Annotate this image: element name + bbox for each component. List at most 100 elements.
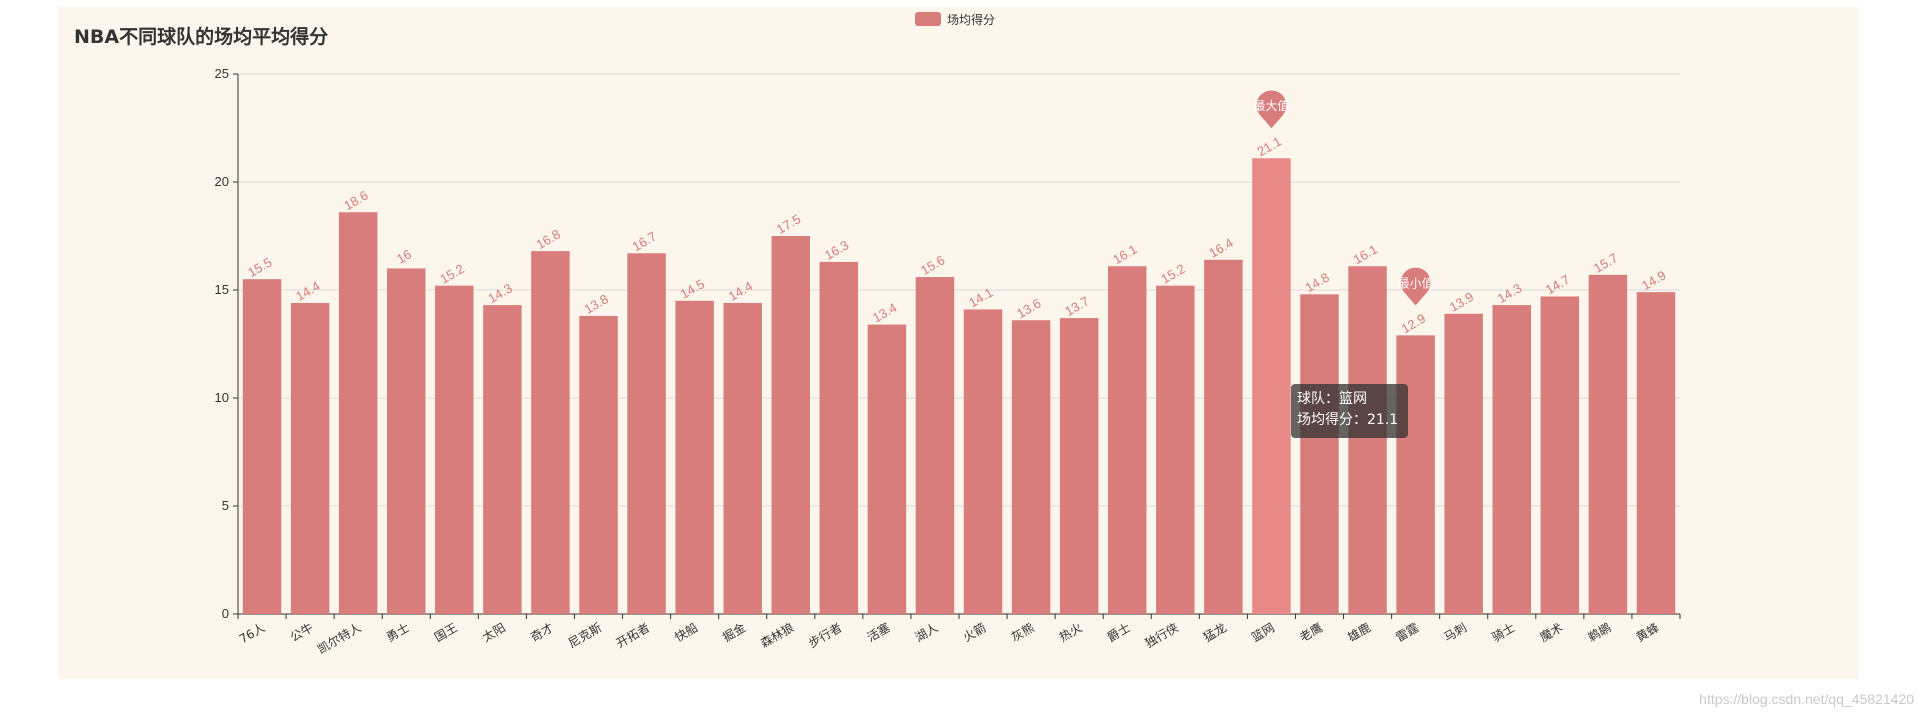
bar[interactable] xyxy=(1348,266,1387,614)
bar-value-label: 14.5 xyxy=(678,276,707,302)
bar[interactable] xyxy=(1252,158,1291,615)
y-tick-label: 0 xyxy=(222,606,229,621)
bar[interactable] xyxy=(1108,266,1147,614)
x-tick-label: 快船 xyxy=(672,620,700,644)
x-tick-label: 森林狼 xyxy=(758,620,797,651)
bar-chart: NBA不同球队的场均平均得分 场均得分 0 5 10 15 20 25 15.5 76人 14.4 公… xyxy=(74,12,1681,657)
bar[interactable] xyxy=(1300,294,1339,614)
bar-value-label: 13.9 xyxy=(1447,289,1476,315)
y-tick-label: 5 xyxy=(222,498,229,513)
bar-value-label: 21.1 xyxy=(1254,134,1283,160)
bar[interactable] xyxy=(1396,335,1435,614)
x-tick-label: 国王 xyxy=(432,620,460,644)
bar-value-label: 14.3 xyxy=(485,280,514,306)
bar-value-label: 16.1 xyxy=(1110,242,1139,268)
x-tick-label: 雄鹿 xyxy=(1345,620,1373,645)
y-tick-label: 20 xyxy=(215,174,229,189)
x-tick-label: 步行者 xyxy=(806,620,844,650)
markpoint-pin[interactable] xyxy=(1400,267,1431,306)
bar-value-label: 17.5 xyxy=(774,211,803,237)
x-tick-label: 灰熊 xyxy=(1008,620,1036,645)
bar-value-label: 13.6 xyxy=(1014,296,1043,322)
bar[interactable] xyxy=(483,305,522,614)
x-tick-label: 掘金 xyxy=(720,620,748,645)
x-tick-label: 尼克斯 xyxy=(566,620,604,650)
bar-value-label: 13.4 xyxy=(870,300,899,326)
bar-value-label: 12.9 xyxy=(1399,311,1428,337)
bar[interactable] xyxy=(435,285,474,614)
x-tick-label: 火箭 xyxy=(960,620,988,645)
bar-value-label: 16.7 xyxy=(630,229,659,255)
bar[interactable] xyxy=(290,302,330,614)
bar[interactable] xyxy=(771,236,810,614)
x-tick-label: 奇才 xyxy=(528,620,556,644)
bar[interactable] xyxy=(1492,305,1531,614)
bar[interactable] xyxy=(819,261,859,614)
bar[interactable] xyxy=(1156,285,1195,614)
bar[interactable] xyxy=(338,212,378,615)
x-tick-label: 开拓者 xyxy=(614,620,652,650)
y-tick-label: 15 xyxy=(215,282,229,297)
bar[interactable] xyxy=(915,277,955,614)
legend-label[interactable]: 场均得分 xyxy=(947,12,995,27)
x-tick-label: 独行侠 xyxy=(1143,620,1181,650)
x-tick-label: 湖人 xyxy=(912,620,940,645)
markpoint-label: 最小值 xyxy=(1398,275,1434,290)
bar-value-label: 14.7 xyxy=(1543,272,1572,298)
bar[interactable] xyxy=(867,324,907,614)
y-tick-label: 25 xyxy=(215,66,229,81)
bar[interactable] xyxy=(723,302,762,614)
bar-value-label: 15.7 xyxy=(1591,250,1620,276)
x-tick-label: 黄蜂 xyxy=(1634,620,1662,644)
bar[interactable] xyxy=(242,279,282,614)
x-tick-label: 太阳 xyxy=(480,620,508,645)
x-tick-label: 爵士 xyxy=(1105,620,1133,644)
markpoint-pin[interactable] xyxy=(1256,90,1287,129)
bar-value-label: 14.3 xyxy=(1495,280,1524,306)
bar[interactable] xyxy=(963,309,1003,614)
bar-value-label: 14.4 xyxy=(726,278,755,304)
bar-value-label: 13.7 xyxy=(1062,293,1091,319)
bar[interactable] xyxy=(1444,313,1483,614)
bar[interactable] xyxy=(1204,259,1243,614)
bar[interactable] xyxy=(579,315,618,614)
bar[interactable] xyxy=(1588,274,1628,614)
legend-swatch[interactable] xyxy=(915,12,941,26)
bar-value-label: 18.6 xyxy=(341,188,370,214)
x-tick-label: 骑士 xyxy=(1489,620,1517,644)
bar-value-label: 14.1 xyxy=(966,285,995,311)
x-tick-label: 勇士 xyxy=(384,620,412,644)
x-tick-label: 魔术 xyxy=(1537,620,1565,645)
bar[interactable] xyxy=(627,253,666,614)
bar[interactable] xyxy=(531,251,570,614)
bar-value-label: 15.2 xyxy=(437,261,466,287)
x-tick-label: 马刺 xyxy=(1441,620,1469,644)
bar-value-label: 16.3 xyxy=(822,237,851,263)
chart-title: NBA不同球队的场均平均得分 xyxy=(74,25,328,48)
x-tick-label: 篮网 xyxy=(1249,620,1277,645)
x-tick-label: 猛龙 xyxy=(1201,620,1229,644)
x-tick-label: 鹈鹕 xyxy=(1585,620,1613,645)
bar-value-label: 15.2 xyxy=(1158,261,1187,287)
tooltip-team: 球队：篮网 xyxy=(1297,391,1367,407)
y-tick-label: 10 xyxy=(215,390,229,405)
bar-value-label: 14.8 xyxy=(1303,270,1332,296)
bar[interactable] xyxy=(387,268,426,614)
x-tick-label: 活塞 xyxy=(864,620,892,645)
bar-value-label: 16 xyxy=(394,246,414,266)
bar-value-label: 16.4 xyxy=(1206,235,1235,261)
chart-panel: NBA不同球队的场均平均得分 场均得分 0 5 10 15 20 25 15.5 76人 14.4 公… xyxy=(58,7,1858,679)
tooltip-score: 场均得分：21.1 xyxy=(1297,412,1399,428)
bar-value-label: 16.8 xyxy=(533,226,562,252)
tooltip: 球队：篮网 场均得分：21.1 xyxy=(1291,384,1408,438)
bar[interactable] xyxy=(1011,320,1051,614)
bar[interactable] xyxy=(1636,292,1676,614)
bar[interactable] xyxy=(675,300,714,614)
x-tick-label: 公牛 xyxy=(287,620,315,645)
bar[interactable] xyxy=(1059,318,1099,614)
x-tick-label: 76人 xyxy=(237,620,268,646)
bar[interactable] xyxy=(1540,296,1580,614)
bar-value-label: 14.9 xyxy=(1639,267,1668,293)
x-tick-label: 热火 xyxy=(1057,620,1085,644)
x-tick-label: 老鹰 xyxy=(1297,620,1325,645)
